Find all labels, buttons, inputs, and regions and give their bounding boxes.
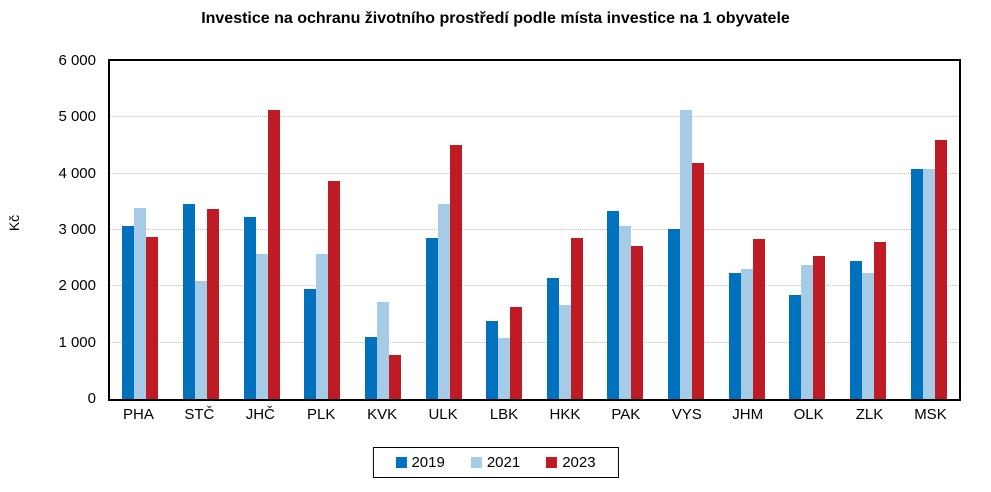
gridline-3000 [110, 229, 959, 230]
bar-group-ULK [413, 61, 474, 399]
x-tick-label-KVK: KVK [367, 406, 398, 423]
bar-MSK-2023 [934, 140, 947, 399]
bar-PAK-2021 [619, 225, 632, 399]
x-tick-label-OLK: OLK [793, 406, 824, 423]
x-tick-label-MSK: MSK [914, 406, 947, 423]
bar-KVK-2023 [388, 355, 401, 399]
x-tick-label-JHČ: JHČ [245, 406, 275, 423]
bar-PHA-2021 [134, 207, 147, 399]
x-tick-label-ULK: ULK [428, 406, 458, 423]
bar-group-ZLK [838, 61, 899, 399]
bar-OLK-2019 [789, 295, 802, 399]
bar-OLK-2021 [801, 264, 814, 399]
bar-LBK-2023 [510, 307, 523, 399]
bar-group-KVK [353, 61, 414, 399]
y-tick-label-4000: 4 000 [58, 164, 96, 182]
bars-layer [110, 61, 959, 399]
y-tick-label-2000: 2 000 [58, 277, 96, 295]
bar-PHA-2019 [122, 226, 135, 399]
bar-group-LBK [474, 61, 535, 399]
gridline-1000 [110, 341, 959, 343]
bar-PHA-2023 [146, 237, 159, 399]
bar-MSK-2019 [910, 168, 923, 399]
bar-group-OLK [777, 61, 838, 399]
x-tick-label-VYS: VYS [671, 406, 702, 423]
bar-PLK-2019 [304, 288, 317, 399]
bar-group-JHČ [231, 61, 292, 399]
legend-item-2021: 2021 [470, 454, 521, 471]
plot-area [108, 59, 961, 401]
legend-label-2019: 2019 [411, 454, 445, 471]
bar-JHM-2021 [740, 268, 753, 399]
legend-label-2023: 2023 [562, 454, 596, 471]
bar-ULK-2019 [425, 237, 438, 399]
bar-VYS-2019 [668, 229, 681, 399]
bar-VYS-2021 [680, 110, 693, 399]
x-tick-label-ZLK: ZLK [855, 406, 884, 423]
x-tick-label-STČ: STČ [184, 406, 215, 423]
y-tick-label-1000: 1 000 [58, 333, 96, 351]
bar-group-PLK [292, 61, 353, 399]
gridline-2000 [110, 285, 959, 287]
legend-item-2019: 2019 [395, 454, 445, 471]
bar-OLK-2023 [813, 255, 826, 399]
legend-swatch-2019 [395, 457, 407, 468]
bar-group-PHA [110, 61, 171, 399]
bar-STČ-2021 [194, 281, 207, 399]
y-tick-label-6000: 6 000 [58, 52, 96, 69]
y-tick-label-0: 0 [87, 390, 96, 407]
bar-STČ-2023 [206, 208, 219, 399]
bar-PAK-2023 [631, 245, 644, 399]
bar-MSK-2021 [922, 168, 935, 399]
x-tick-label-HKK: HKK [549, 406, 581, 423]
bar-JHČ-2021 [255, 253, 268, 399]
bar-group-HKK [534, 61, 595, 399]
bar-group-PAK [595, 61, 656, 399]
bar-group-STČ [171, 61, 232, 399]
bar-STČ-2019 [182, 204, 195, 399]
bar-PLK-2021 [316, 253, 329, 399]
bar-group-VYS [656, 61, 717, 399]
bar-LBK-2019 [486, 321, 499, 399]
bar-ULK-2023 [449, 144, 462, 399]
bar-PAK-2019 [607, 211, 620, 399]
x-tick-label-JHM: JHM [732, 406, 764, 423]
y-tick-label-3000: 3 000 [58, 221, 96, 238]
bar-JHM-2023 [752, 239, 765, 399]
bar-VYS-2023 [692, 163, 705, 399]
x-tick-label-PLK: PLK [307, 406, 336, 423]
bar-HKK-2023 [570, 237, 583, 399]
bar-HKK-2021 [558, 304, 571, 399]
bar-KVK-2019 [364, 337, 377, 399]
x-tick-label-PHA: PHA [123, 406, 154, 423]
gridline-4000 [110, 172, 959, 174]
bar-group-JHM [716, 61, 777, 399]
bar-JHČ-2023 [267, 110, 280, 399]
bar-JHM-2019 [728, 272, 741, 399]
y-tick-label-5000: 5 000 [58, 108, 96, 126]
x-tick-label-PAK: PAK [611, 406, 641, 423]
x-tick-label-LBK: LBK [489, 406, 519, 423]
bar-group-MSK [898, 61, 959, 399]
legend-label-2021: 2021 [486, 454, 521, 471]
x-axis-tick-labels: PHA STČ JHČ PLK KVK ULK LBK HKK PAK VYS JHM OLK ZLK M… [108, 406, 961, 423]
bar-LBK-2021 [498, 337, 511, 399]
chart-title: Investice na ochranu životního prostředí… [201, 10, 790, 27]
bar-KVK-2021 [376, 302, 389, 399]
bar-PLK-2023 [328, 181, 341, 399]
legend-swatch-2021 [470, 457, 482, 468]
bar-HKK-2019 [546, 278, 559, 399]
legend-item-2023: 2023 [546, 454, 596, 471]
legend-swatch-2023 [546, 457, 558, 468]
bar-ZLK-2019 [850, 261, 862, 399]
legend: 2019 2021 2023 [372, 447, 619, 478]
bar-ULK-2021 [437, 203, 450, 399]
bar-JHČ-2019 [243, 216, 256, 399]
gridline-5000 [110, 116, 959, 118]
bar-ZLK-2021 [862, 273, 874, 399]
bar-ZLK-2023 [874, 242, 886, 399]
